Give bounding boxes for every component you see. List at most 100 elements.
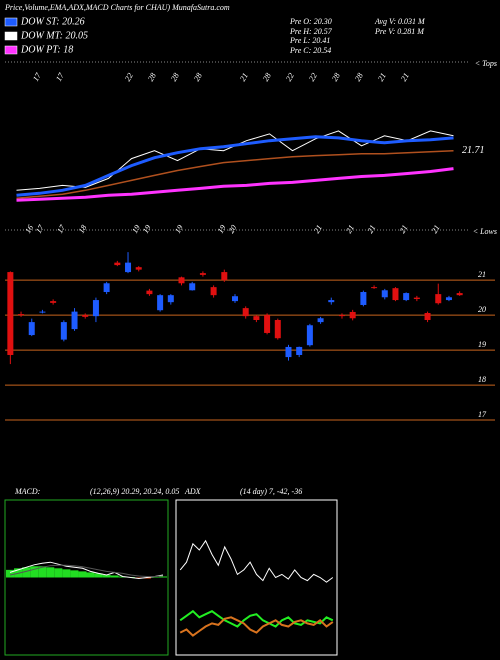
- stat: Pre L: 20.41: [289, 36, 330, 45]
- x-tick-label: 22: [284, 71, 296, 82]
- legend-swatch: [4, 45, 18, 55]
- panel-label: ADX: [184, 487, 202, 496]
- x-tick-label: 28: [261, 71, 273, 82]
- candle-body: [114, 262, 121, 266]
- candle-body: [199, 273, 206, 275]
- macd-bar: [94, 573, 103, 578]
- candle-body: [125, 262, 132, 273]
- y-tick-label: 19: [478, 340, 486, 349]
- y-tick-label: 20: [478, 305, 486, 314]
- macd-bar: [30, 566, 39, 578]
- candle-body: [456, 293, 463, 296]
- candle-body: [285, 346, 292, 358]
- x-tick-label: 28: [192, 71, 204, 82]
- price-label: 21.71: [462, 145, 485, 156]
- legend-label: DOW MT: 20.05: [20, 30, 88, 41]
- legend-label: DOW ST: 20.26: [20, 16, 85, 27]
- x-tick-label: 21: [366, 223, 378, 234]
- x-tick-label: 19: [130, 223, 142, 234]
- candle-body: [103, 283, 110, 293]
- x-tick-label: 28: [353, 71, 365, 82]
- stat: Pre V: 0.281 M: [374, 27, 425, 36]
- macd-line: [9, 561, 164, 580]
- candle-body: [435, 294, 442, 304]
- x-tick-label: 21: [312, 223, 324, 234]
- macd-bar: [6, 569, 15, 578]
- candle-body: [39, 311, 46, 313]
- candle-body: [189, 283, 196, 291]
- macd-bar: [134, 577, 143, 579]
- macd-bar: [54, 568, 63, 578]
- x-tick-label: 16: [23, 223, 35, 234]
- x-tick-label: 19: [173, 223, 185, 234]
- candle-body: [445, 297, 452, 301]
- candle-body: [349, 311, 356, 319]
- y-tick-label: 17: [478, 410, 487, 419]
- macd-line: [9, 564, 164, 577]
- candle-body: [360, 292, 367, 305]
- candle-body: [392, 288, 399, 301]
- candle-body: [146, 290, 153, 295]
- panel-params: (14 day) 7, -42, -36: [240, 487, 302, 496]
- candle-body: [18, 314, 25, 316]
- macd-bar: [46, 567, 55, 578]
- adx-line: [179, 539, 334, 583]
- x-tick-label: 22: [307, 71, 319, 82]
- candle-body: [178, 277, 185, 284]
- candle-body: [403, 293, 410, 301]
- macd-bar: [78, 571, 87, 578]
- candle-body: [274, 320, 281, 339]
- macd-bar: [150, 576, 159, 578]
- candle-body: [371, 287, 378, 289]
- panel-label: MACD:: [14, 487, 41, 496]
- candle-body: [317, 318, 324, 323]
- legend-label: DOW PT: 18: [20, 44, 73, 55]
- legend-swatch: [4, 31, 18, 41]
- candle-body: [221, 272, 228, 281]
- x-tick-label: 28: [330, 71, 342, 82]
- adx-line: [179, 616, 334, 637]
- macd-bar: [102, 574, 111, 578]
- x-tick-label: 21: [398, 223, 410, 234]
- stat: Avg V: 0.031 M: [374, 17, 426, 26]
- y-tick-label: 18: [478, 375, 486, 384]
- macd-bar: [142, 577, 151, 579]
- candle-body: [232, 296, 238, 302]
- x-tick-label: 28: [146, 71, 158, 82]
- macd-bar: [158, 576, 167, 578]
- candle-body: [7, 272, 14, 355]
- candle-body: [157, 295, 164, 311]
- stat: Pre C: 20.54: [289, 46, 331, 55]
- candle-body: [167, 295, 174, 303]
- price-line: [16, 167, 454, 202]
- annotation: < Tops: [475, 59, 497, 68]
- stat: Pre O: 20.30: [289, 17, 332, 26]
- stat: Pre H: 20.57: [289, 27, 333, 36]
- x-tick-label: 28: [169, 71, 181, 82]
- macd-bar: [86, 572, 95, 578]
- candle-body: [60, 322, 67, 340]
- x-tick-label: 21: [344, 223, 356, 234]
- candle-body: [424, 313, 431, 321]
- candle-body: [338, 315, 345, 317]
- candle-body: [210, 287, 217, 296]
- candle-body: [242, 308, 249, 317]
- x-tick-label: 21: [430, 223, 442, 234]
- price-line: [16, 149, 454, 199]
- candle-body: [50, 301, 57, 303]
- candle-body: [253, 316, 260, 321]
- y-tick-label: 21: [478, 270, 486, 279]
- legend-swatch: [4, 17, 18, 27]
- candle-body: [413, 297, 420, 300]
- candle-body: [92, 300, 99, 317]
- x-tick-label: 21: [238, 71, 250, 82]
- x-tick-label: 19: [141, 223, 153, 234]
- candle-body: [381, 290, 388, 298]
- candle-body: [71, 311, 78, 330]
- candle-body: [328, 300, 335, 303]
- x-tick-label: 22: [123, 71, 135, 82]
- candle-body: [28, 322, 35, 336]
- macd-bar: [70, 570, 79, 578]
- macd-bar: [22, 567, 31, 578]
